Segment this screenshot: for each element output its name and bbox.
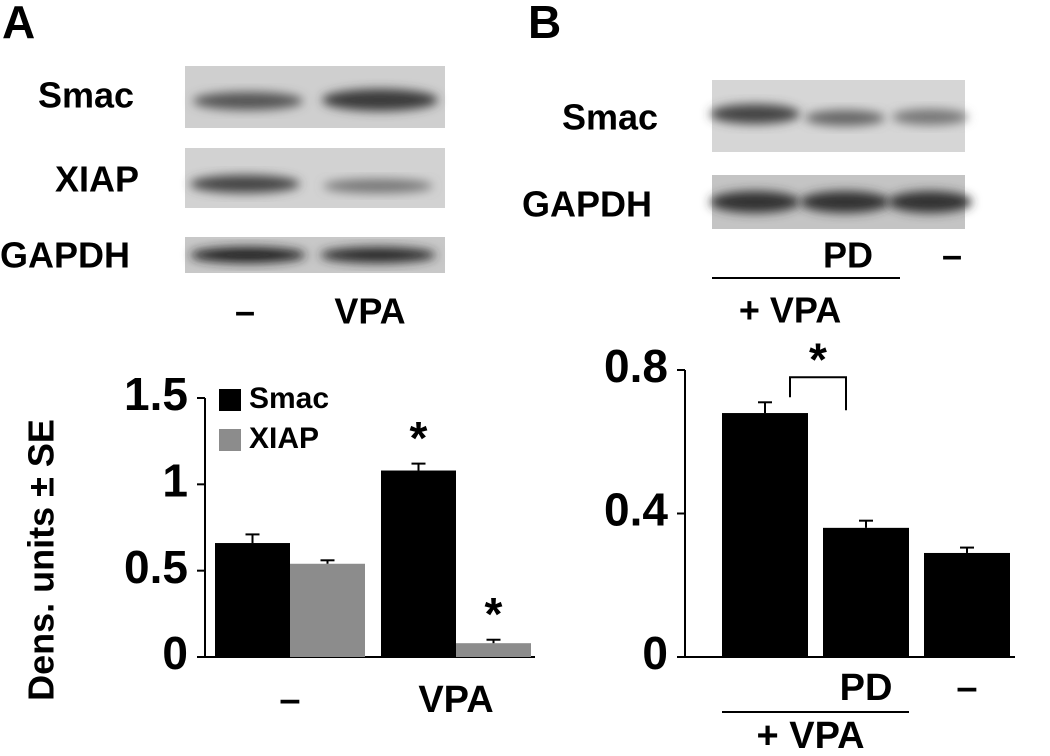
- error-bar: [320, 559, 335, 564]
- blot-row-label: Smac: [562, 97, 658, 138]
- blot-row-label: Smac: [38, 75, 134, 116]
- y-tick-label: 0.5: [124, 541, 188, 593]
- y-tick-label: 1: [162, 454, 188, 506]
- blot-row-label: XIAP: [55, 159, 139, 200]
- bar: [215, 543, 290, 657]
- legend-swatch: [219, 429, 241, 451]
- y-tick-label: 0: [642, 627, 668, 679]
- error-bar: [411, 462, 426, 471]
- significance-bracket: [789, 376, 847, 411]
- y-tick-label: 1.5: [124, 368, 188, 420]
- legend-label: Smac: [249, 382, 329, 415]
- x-tick-label: VPA: [418, 679, 493, 721]
- x-tick-label: PD: [840, 667, 893, 709]
- bar: [456, 643, 531, 657]
- x-tick-label: –: [956, 667, 977, 709]
- y-axis-label: Dens. units ± SE: [21, 419, 62, 701]
- y-tick-label: 0: [162, 627, 188, 679]
- group-label: + VPA: [756, 715, 864, 756]
- x-tick-label: –: [279, 679, 300, 721]
- bar: [290, 563, 365, 657]
- bar: [924, 552, 1010, 657]
- error-bar: [245, 533, 260, 544]
- legend-label: XIAP: [249, 422, 319, 455]
- lane-label: VPA: [334, 291, 405, 332]
- error-bar: [960, 546, 974, 553]
- error-bar: [859, 519, 873, 528]
- panel-label: A: [2, 0, 35, 48]
- lane-label: –: [942, 235, 962, 276]
- error-bar: [758, 401, 772, 414]
- panel-label: B: [528, 0, 561, 48]
- significance-marker: *: [410, 412, 428, 464]
- lane-label: –: [235, 291, 255, 332]
- blot-row-label: GAPDH: [0, 235, 130, 276]
- significance-marker: *: [485, 588, 503, 640]
- blot-row-label: GAPDH: [522, 184, 652, 225]
- error-bar: [486, 638, 501, 644]
- significance-marker: *: [809, 333, 827, 385]
- bar: [823, 527, 909, 657]
- legend-swatch: [219, 389, 241, 411]
- blot-b: [710, 80, 972, 279]
- y-tick-label: 0.4: [604, 484, 668, 536]
- bar: [722, 413, 808, 657]
- y-tick-label: 0.8: [604, 340, 668, 392]
- lane-label: PD: [823, 235, 873, 276]
- blot-a: [185, 66, 445, 273]
- bar: [381, 470, 456, 657]
- group-label: + VPA: [739, 290, 841, 331]
